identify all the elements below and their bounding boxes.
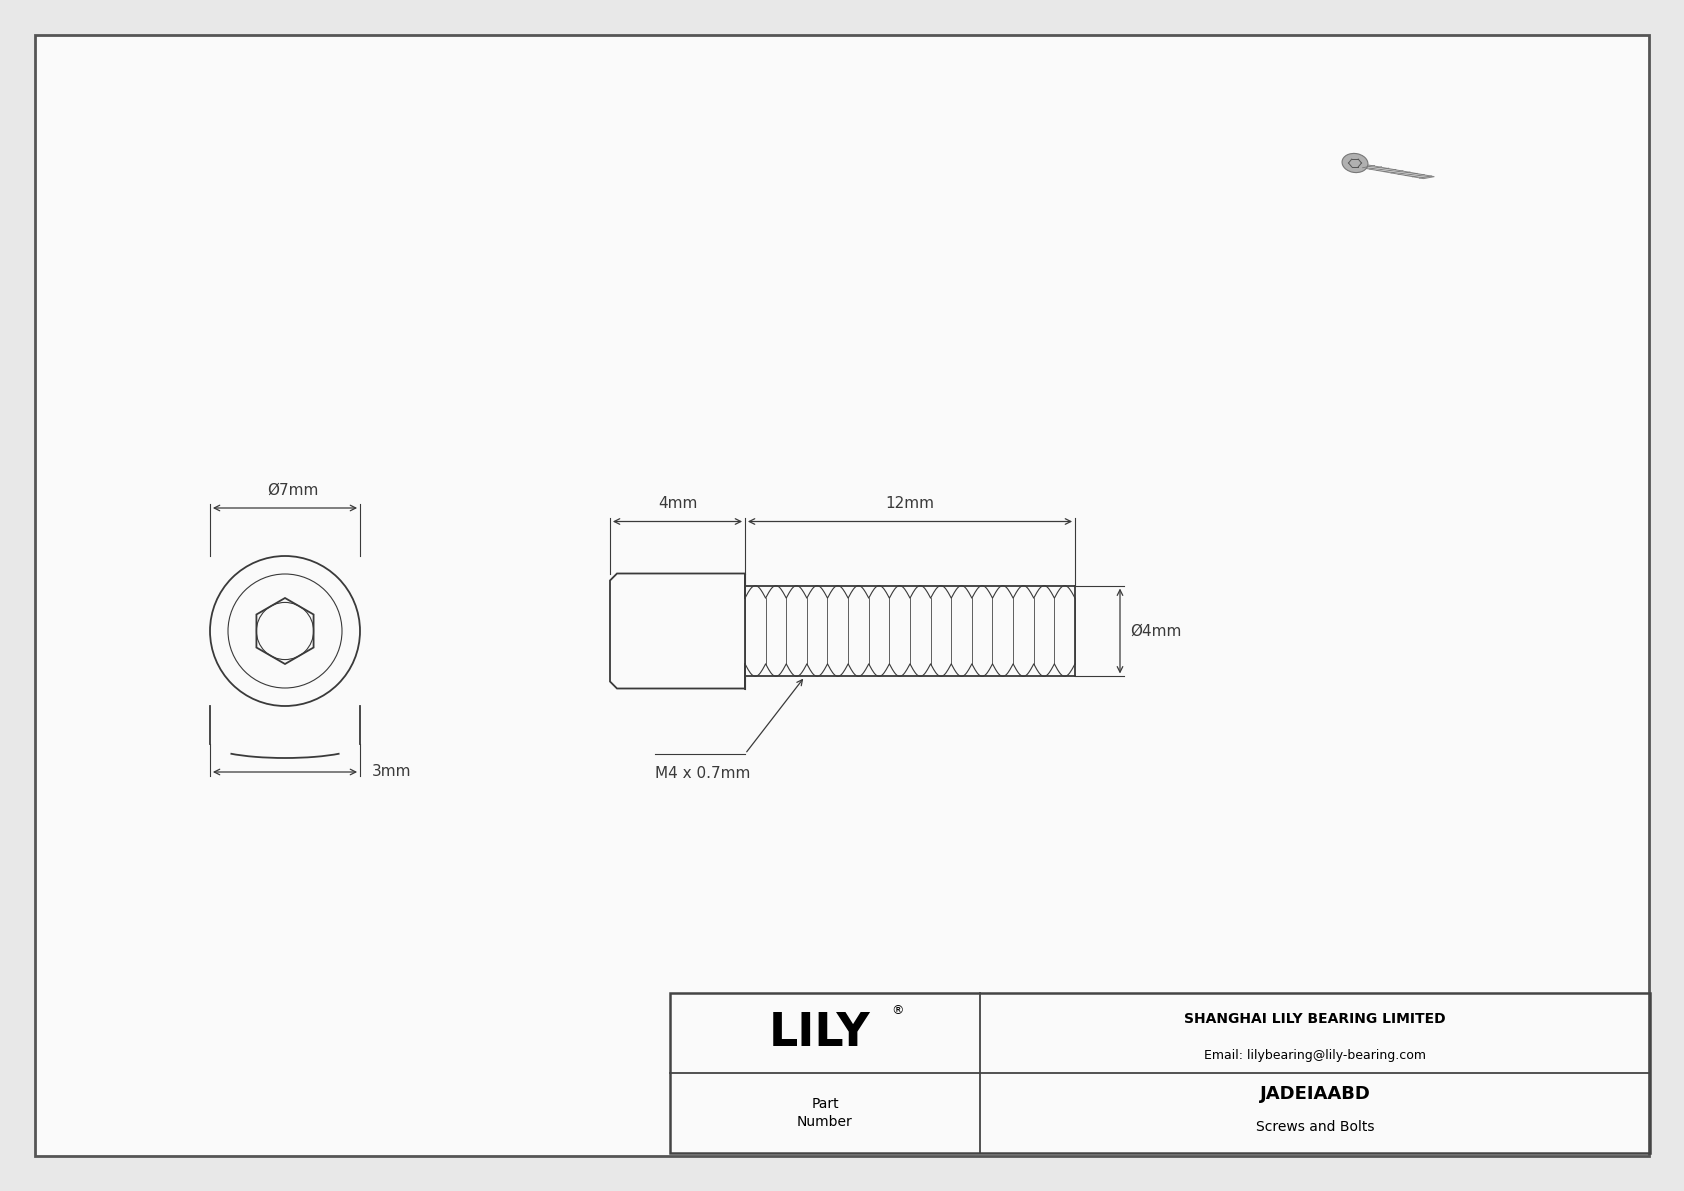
- Text: SHANGHAI LILY BEARING LIMITED: SHANGHAI LILY BEARING LIMITED: [1184, 1011, 1447, 1025]
- Polygon shape: [1357, 166, 1435, 179]
- Text: Ø4mm: Ø4mm: [1130, 624, 1182, 638]
- Text: 3mm: 3mm: [372, 765, 411, 779]
- Text: ®: ®: [891, 1004, 903, 1017]
- Ellipse shape: [1342, 154, 1367, 173]
- Text: JADEIAABD: JADEIAABD: [1260, 1085, 1371, 1103]
- Text: Email: lilybearing@lily-bearing.com: Email: lilybearing@lily-bearing.com: [1204, 1049, 1426, 1062]
- Text: Ø7mm: Ø7mm: [268, 484, 318, 498]
- Text: Screws and Bolts: Screws and Bolts: [1256, 1120, 1374, 1134]
- Text: M4 x 0.7mm: M4 x 0.7mm: [655, 766, 751, 781]
- FancyBboxPatch shape: [35, 35, 1649, 1156]
- Text: 4mm: 4mm: [658, 497, 697, 511]
- Text: Part
Number: Part Number: [797, 1097, 852, 1129]
- Text: LILY: LILY: [770, 1010, 871, 1055]
- Text: 12mm: 12mm: [886, 497, 935, 511]
